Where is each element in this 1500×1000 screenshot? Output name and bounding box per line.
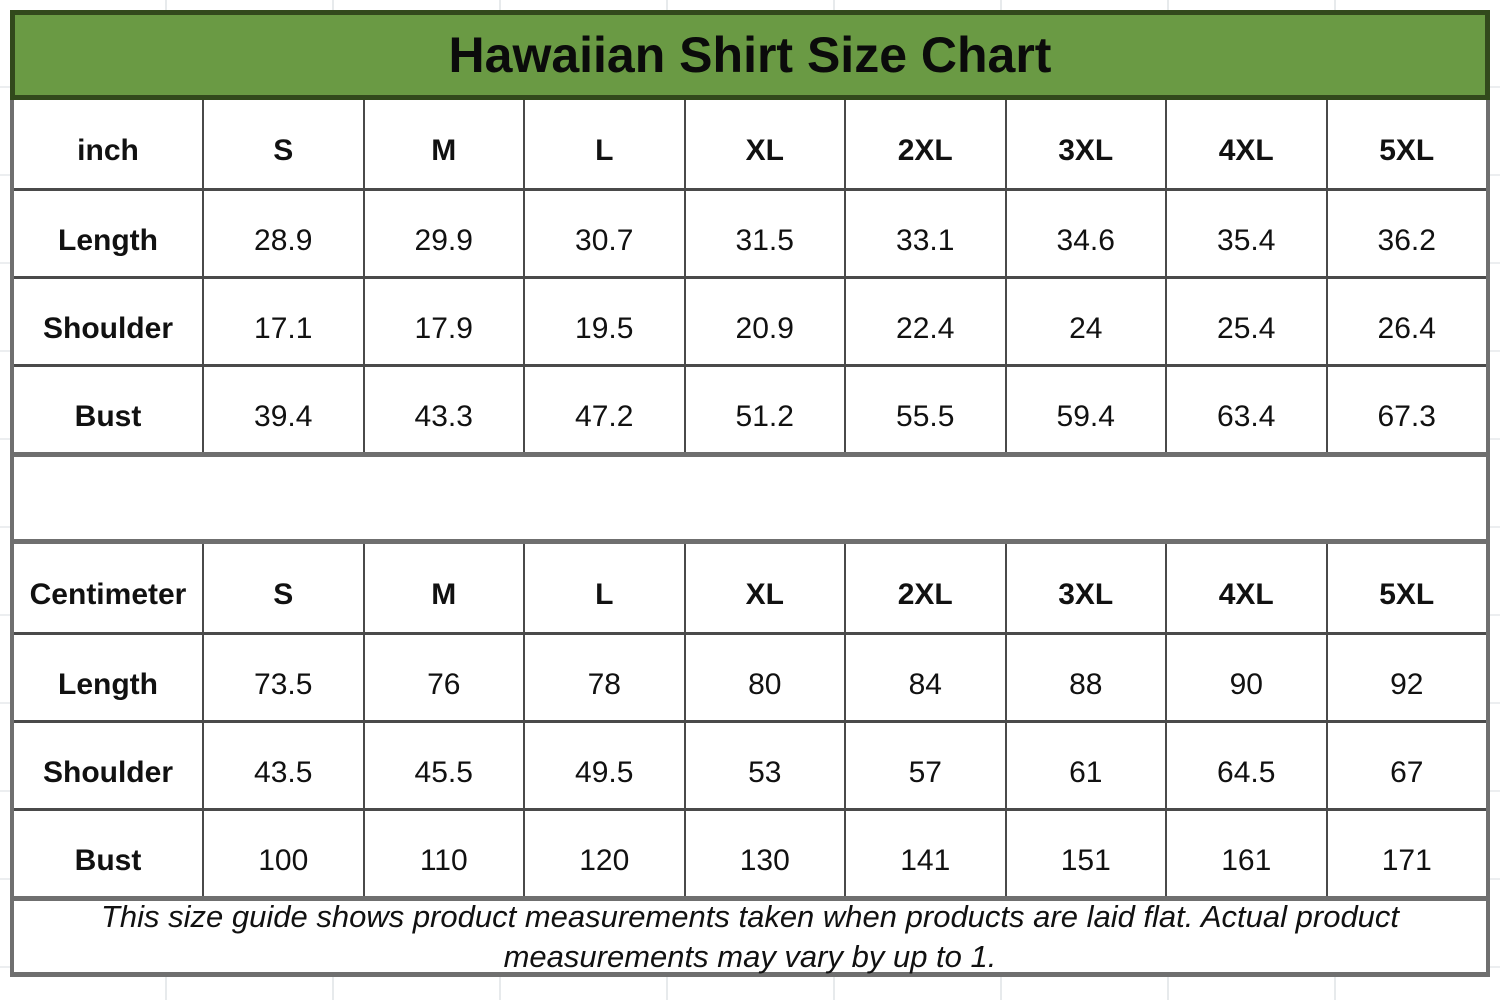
row-label: Bust [14,364,202,452]
row-label: Bust [14,808,202,896]
size-col-header: L [523,100,684,188]
chart-title-bar: Hawaiian Shirt Size Chart [10,10,1490,100]
size-col-header: XL [683,544,844,632]
measurement-cell: 61 [1004,720,1165,808]
measurement-cell: 141 [844,808,1005,896]
measurement-cell: 57 [844,720,1005,808]
size-col-header: L [523,544,684,632]
size-col-header: 5XL [1325,544,1486,632]
measurement-cell: 31.5 [683,188,844,276]
measurement-cell: 28.9 [202,188,363,276]
measurement-cell: 90 [1165,632,1326,720]
measurement-cell: 161 [1165,808,1326,896]
row-label: Shoulder [14,720,202,808]
measurement-cell: 20.9 [683,276,844,364]
measurement-cell: 63.4 [1165,364,1326,452]
size-col-header: M [362,544,523,632]
measurement-cell: 45.5 [362,720,523,808]
size-col-header: M [362,100,523,188]
measurement-cell: 47.2 [523,364,684,452]
measurement-cell: 17.1 [202,276,363,364]
size-col-header: 2XL [844,100,1005,188]
measurement-cell: 59.4 [1004,364,1165,452]
table-spacer [14,452,1486,544]
measurement-cell: 76 [362,632,523,720]
size-col-header: 3XL [1004,544,1165,632]
size-chart-grid: inch S M L XL 2XL 3XL 4XL 5XL Length 28.… [10,100,1490,977]
measurement-cell: 130 [683,808,844,896]
size-col-header: 5XL [1325,100,1486,188]
size-col-header: 4XL [1165,544,1326,632]
measurement-cell: 80 [683,632,844,720]
measurement-cell: 25.4 [1165,276,1326,364]
measurement-cell: 24 [1004,276,1165,364]
measurement-cell: 88 [1004,632,1165,720]
measurement-cell: 110 [362,808,523,896]
measurement-cell: 34.6 [1004,188,1165,276]
size-col-header: 3XL [1004,100,1165,188]
size-chart: Hawaiian Shirt Size Chart inch S M L XL … [10,10,1490,977]
measurement-cell: 51.2 [683,364,844,452]
size-col-header: S [202,100,363,188]
measurement-cell: 19.5 [523,276,684,364]
measurement-cell: 35.4 [1165,188,1326,276]
size-guide-note: This size guide shows product measuremen… [14,896,1486,974]
measurement-cell: 120 [523,808,684,896]
measurement-cell: 43.3 [362,364,523,452]
size-col-header: 2XL [844,544,1005,632]
measurement-cell: 78 [523,632,684,720]
measurement-cell: 33.1 [844,188,1005,276]
size-col-header: 4XL [1165,100,1326,188]
centimeter-table: Centimeter S M L XL 2XL 3XL 4XL 5XL Leng… [14,544,1486,896]
measurement-cell: 43.5 [202,720,363,808]
measurement-cell: 64.5 [1165,720,1326,808]
measurement-cell: 84 [844,632,1005,720]
measurement-cell: 151 [1004,808,1165,896]
measurement-cell: 36.2 [1325,188,1486,276]
unit-header: Centimeter [14,544,202,632]
measurement-cell: 171 [1325,808,1486,896]
measurement-cell: 92 [1325,632,1486,720]
measurement-cell: 26.4 [1325,276,1486,364]
measurement-cell: 100 [202,808,363,896]
chart-title: Hawaiian Shirt Size Chart [448,27,1052,83]
measurement-cell: 17.9 [362,276,523,364]
inch-table: inch S M L XL 2XL 3XL 4XL 5XL Length 28.… [14,100,1486,452]
row-label: Length [14,188,202,276]
unit-header: inch [14,100,202,188]
size-col-header: S [202,544,363,632]
measurement-cell: 67.3 [1325,364,1486,452]
size-guide-note-line1: This size guide shows product measuremen… [100,898,1400,934]
measurement-cell: 53 [683,720,844,808]
measurement-cell: 55.5 [844,364,1005,452]
measurement-cell: 73.5 [202,632,363,720]
size-col-header: XL [683,100,844,188]
row-label: Length [14,632,202,720]
row-label: Shoulder [14,276,202,364]
measurement-cell: 49.5 [523,720,684,808]
measurement-cell: 29.9 [362,188,523,276]
measurement-cell: 30.7 [523,188,684,276]
measurement-cell: 67 [1325,720,1486,808]
size-guide-note-line2: measurements may vary by up to 1. [503,938,997,974]
measurement-cell: 22.4 [844,276,1005,364]
measurement-cell: 39.4 [202,364,363,452]
